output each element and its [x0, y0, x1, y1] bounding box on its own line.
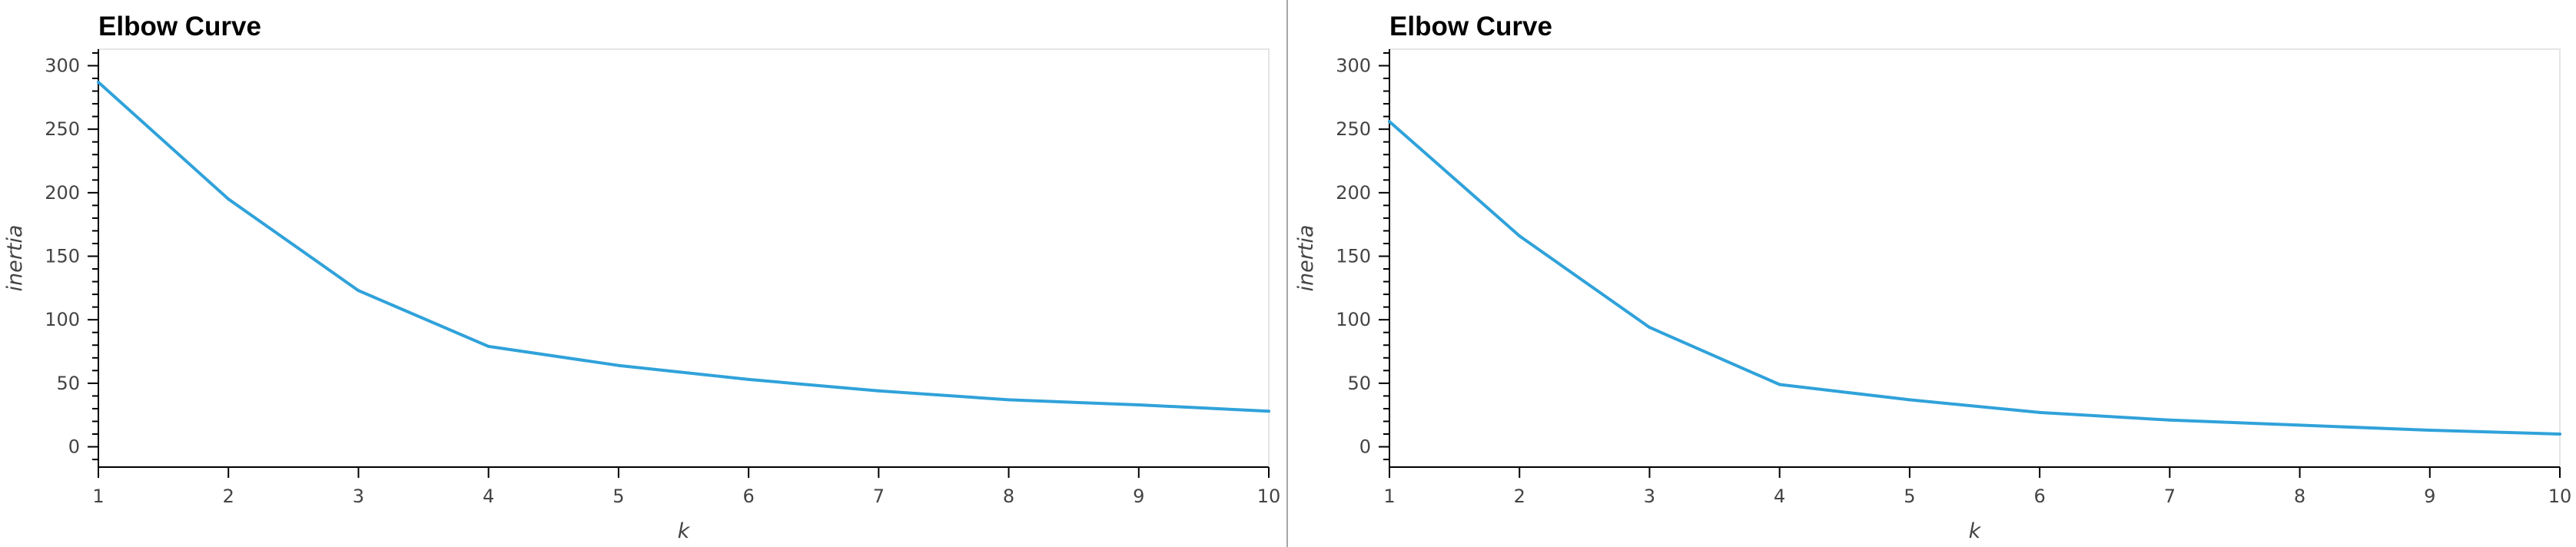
- data-point: [2038, 410, 2042, 414]
- x-tick-label: 9: [2424, 486, 2435, 507]
- x-tick-label: 10: [1257, 486, 1281, 507]
- x-tick-label: 6: [742, 486, 754, 507]
- y-tick-label: 300: [45, 55, 80, 76]
- x-tick-label: 9: [1133, 486, 1144, 507]
- chart-panel-1: Elbow Curve 0 50 100 150 200 250 300 1 2 3 4 5 6 7 8 9 10…: [3, 12, 1280, 543]
- data-point: [1648, 326, 1651, 330]
- y-tick-label: 50: [1347, 373, 1371, 394]
- x-tick-label: 4: [1774, 486, 1785, 507]
- y-axis-label: inertia: [1294, 225, 1318, 292]
- data-point: [1388, 120, 1391, 124]
- x-tick-label: 2: [1514, 486, 1525, 507]
- y-tick-label: 200: [1336, 182, 1371, 204]
- data-point: [227, 197, 231, 201]
- data-point: [1907, 398, 1911, 402]
- y-tick-label: 250: [1336, 118, 1371, 140]
- data-point: [747, 377, 751, 381]
- x-tick-label: 2: [223, 486, 234, 507]
- x-tick-label: 5: [612, 486, 624, 507]
- x-axis-label: k: [1969, 519, 1982, 543]
- x-tick-label: 7: [2164, 486, 2176, 507]
- x-tick-label: 10: [2548, 486, 2572, 507]
- series-line-inertia: [97, 81, 1270, 413]
- x-tick-label: 4: [483, 486, 494, 507]
- plot-frame: [1389, 48, 2561, 468]
- chart-title: Elbow Curve: [1389, 12, 1552, 41]
- chart-title: Elbow Curve: [98, 12, 261, 41]
- x-axis-label: k: [678, 519, 691, 543]
- data-point: [2168, 418, 2172, 422]
- x-tick-label: 3: [353, 486, 364, 507]
- y-tick-label: 150: [45, 246, 80, 267]
- y-tick-label: 200: [45, 182, 80, 204]
- x-tick-label: 8: [1003, 486, 1014, 507]
- data-point: [2298, 423, 2302, 427]
- x-tick-label: 8: [2294, 486, 2305, 507]
- data-point: [486, 344, 490, 348]
- data-point: [1518, 234, 1522, 238]
- y-tick-label: 50: [56, 373, 80, 394]
- data-point: [2558, 433, 2561, 436]
- data-point: [1267, 409, 1270, 413]
- data-point: [1007, 398, 1011, 402]
- y-tick-label: 150: [1336, 246, 1371, 267]
- x-tick-label: 5: [1904, 486, 1915, 507]
- y-tick-label: 100: [45, 309, 80, 330]
- y-tick-label: 100: [1336, 309, 1371, 330]
- chart-panel-2: Elbow Curve 0 50 100 150 200 250 300 1 2 3 4 5 6 7 8 9 10…: [1294, 12, 2571, 543]
- x-tick-label: 3: [1644, 486, 1655, 507]
- y-tick-label: 0: [1359, 436, 1371, 458]
- data-point: [616, 363, 620, 367]
- x-tick-label: 1: [92, 486, 104, 507]
- data-point: [97, 80, 100, 84]
- data-point: [2428, 429, 2432, 433]
- series-line-inertia: [1388, 120, 2561, 436]
- y-tick-label: 300: [1336, 55, 1371, 76]
- y-tick-label: 0: [68, 436, 80, 458]
- x-tick-label: 7: [873, 486, 885, 507]
- data-point: [1778, 383, 1781, 386]
- data-point: [357, 289, 360, 293]
- data-point: [877, 389, 881, 393]
- y-tick-label: 250: [45, 118, 80, 140]
- x-tick-label: 6: [2033, 486, 2045, 507]
- data-point: [1137, 403, 1140, 406]
- x-tick-label: 1: [1383, 486, 1395, 507]
- y-axis-label: inertia: [3, 225, 27, 292]
